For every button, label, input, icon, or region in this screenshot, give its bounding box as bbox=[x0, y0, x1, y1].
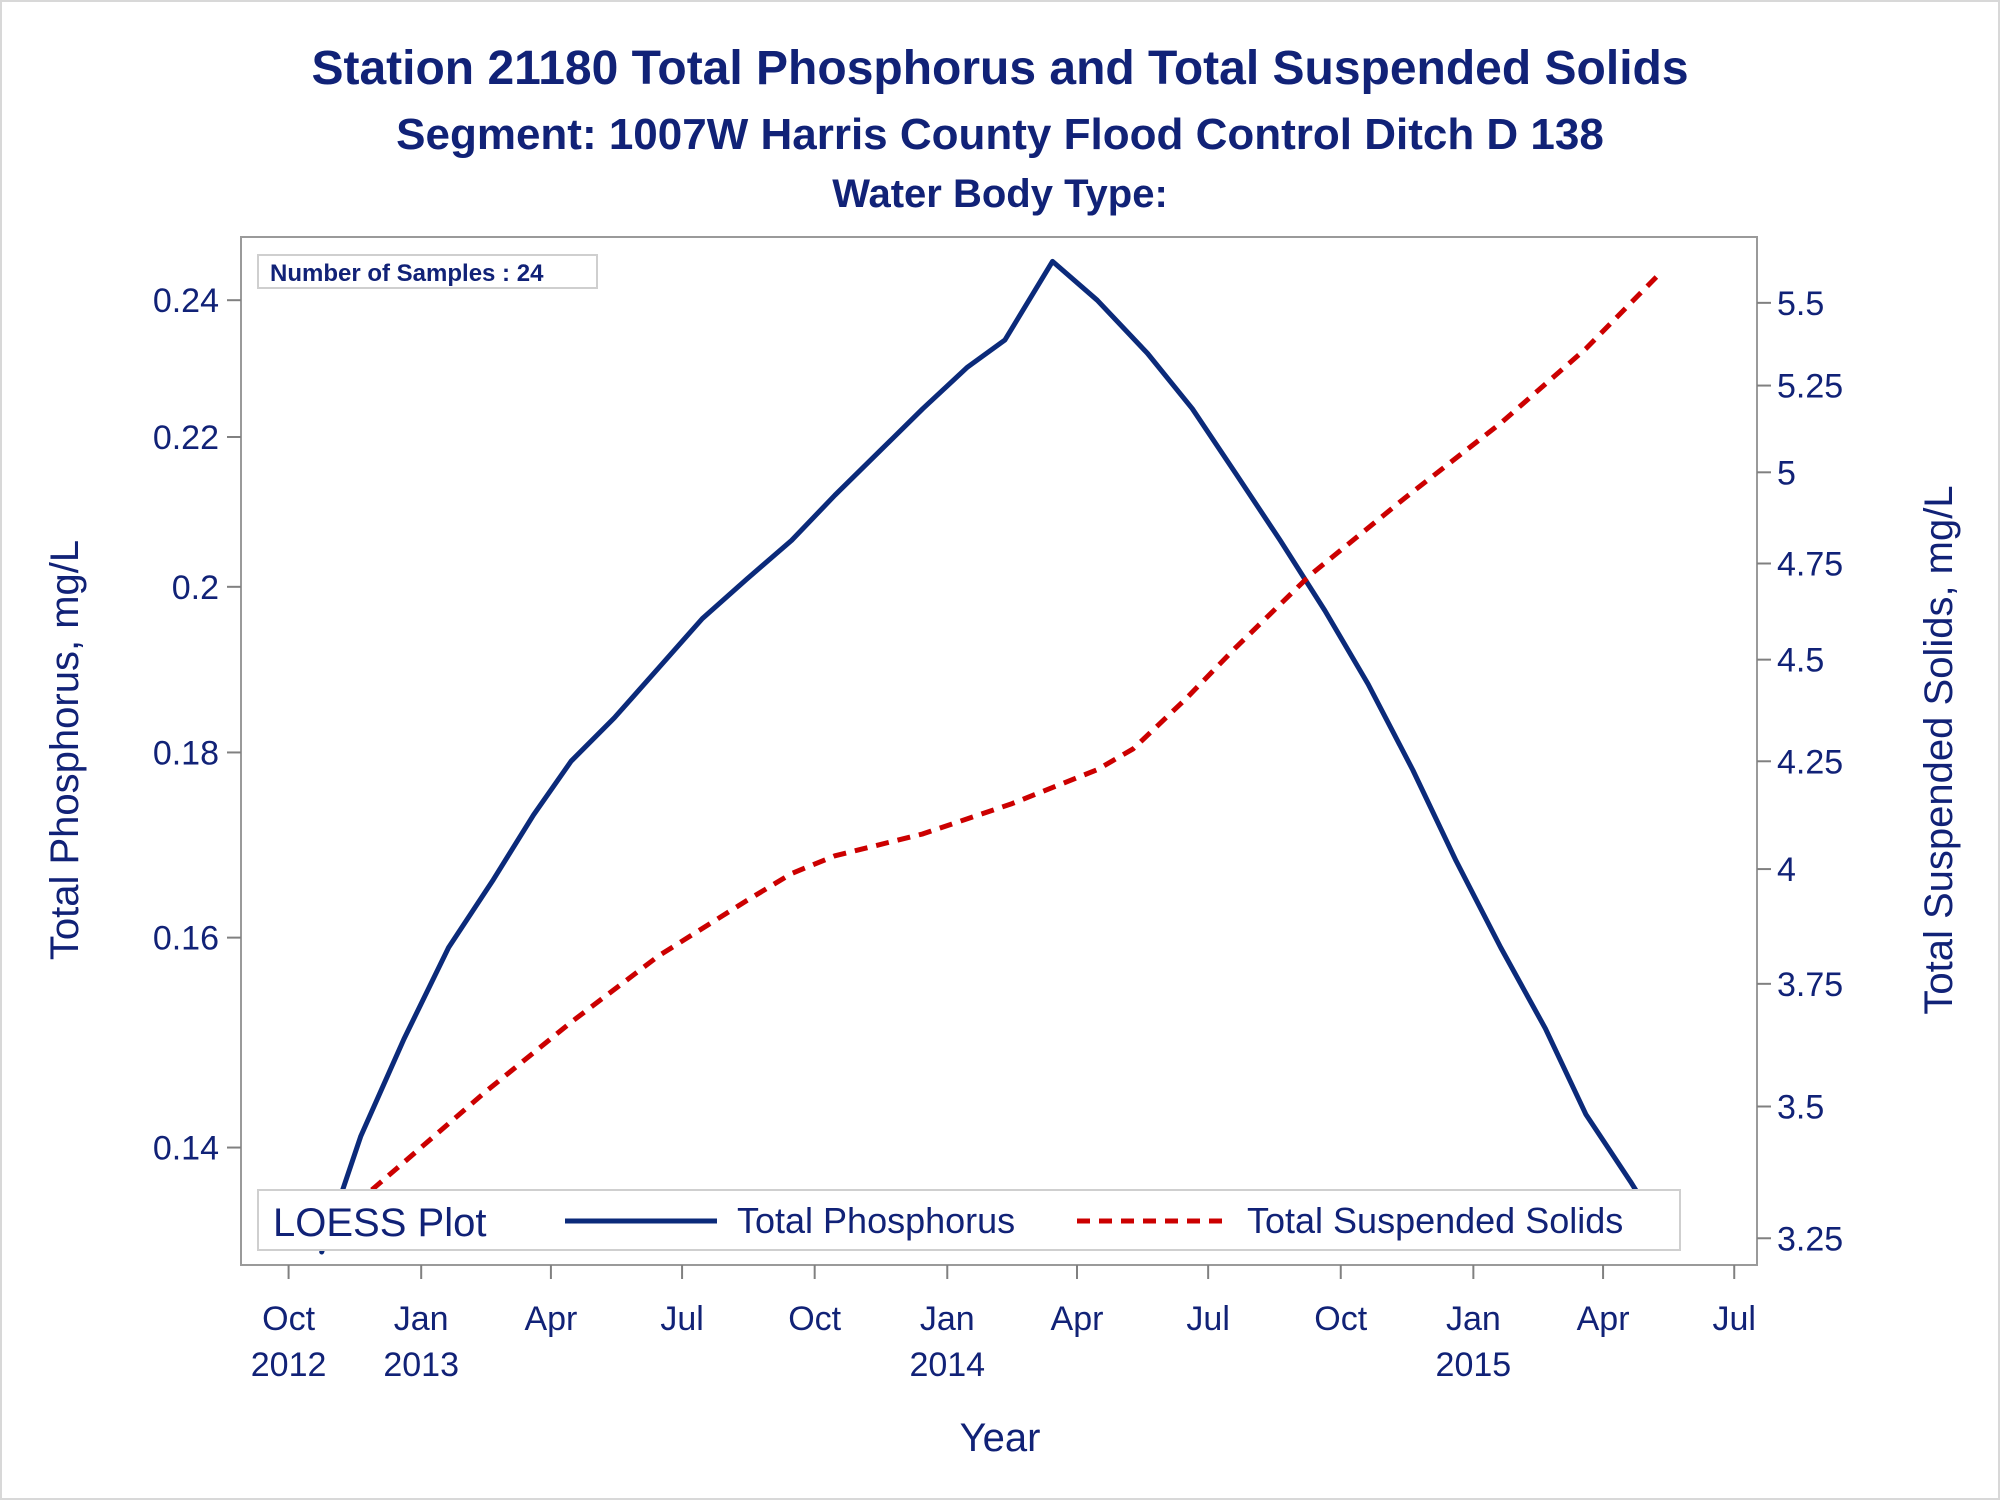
bottom-axis: Oct 2012 Jan 2013 Apr Jul Oct Jan 2014 Apr Jul Oct J… bbox=[251, 1265, 1756, 1384]
x-axis-tick-label: Apr bbox=[1051, 1300, 1104, 1338]
x-axis-tick-label: Jan bbox=[1446, 1300, 1501, 1338]
legend-label-total-suspended-solids: Total Suspended Solids bbox=[1247, 1200, 1623, 1241]
series-line-total-phosphorus bbox=[319, 258, 1662, 1255]
left-axis-label: Total Phosphorus, mg/L bbox=[43, 540, 87, 960]
right-axis-tick-label: 5 bbox=[1777, 454, 1796, 492]
legend: LOESS Plot Total Phosphorus Total Suspen… bbox=[257, 1189, 1681, 1251]
left-axis-tick-label: 0.24 bbox=[153, 282, 219, 320]
x-axis-tick-label: Jul bbox=[660, 1300, 703, 1338]
right-axis: 3.25 3.5 3.75 4 4.25 4.5 4.75 5 5.25 5.5 bbox=[1757, 285, 1843, 1258]
chart-subtitle: Segment: 1007W Harris County Flood Contr… bbox=[396, 110, 1604, 159]
sample-count-inset: Number of Samples : 24 bbox=[257, 254, 598, 289]
left-axis-tick-label: 0.16 bbox=[153, 920, 219, 958]
x-axis-tick-label: Jul bbox=[1186, 1300, 1229, 1338]
x-axis-tick-year-label: 2015 bbox=[1436, 1346, 1512, 1384]
x-axis-tick-label: Jul bbox=[1713, 1300, 1756, 1338]
left-axis-tick-label: 0.22 bbox=[153, 419, 219, 457]
right-axis-tick-label: 4 bbox=[1777, 851, 1796, 889]
x-axis-tick-label: Jan bbox=[394, 1300, 449, 1338]
x-axis-label: Year bbox=[960, 1416, 1041, 1460]
x-axis-tick-label: Jan bbox=[920, 1300, 975, 1338]
left-axis-tick-label: 0.14 bbox=[153, 1130, 219, 1168]
left-axis-tick-label: 0.2 bbox=[172, 569, 219, 607]
x-axis-tick-label: Oct bbox=[788, 1300, 841, 1338]
x-axis-tick-year-label: 2013 bbox=[383, 1346, 459, 1384]
right-axis-tick-label: 3.5 bbox=[1777, 1089, 1824, 1127]
x-axis-tick-label: Oct bbox=[1314, 1300, 1367, 1338]
right-axis-tick-label: 5.25 bbox=[1777, 368, 1843, 406]
right-axis-tick-label: 4.5 bbox=[1777, 642, 1824, 680]
right-axis-tick-label: 4.75 bbox=[1777, 546, 1843, 584]
right-axis-tick-label: 3.25 bbox=[1777, 1220, 1843, 1258]
legend-label-total-phosphorus: Total Phosphorus bbox=[737, 1200, 1015, 1241]
x-axis-tick-label: Apr bbox=[1577, 1300, 1630, 1338]
chart-subtitle-2: Water Body Type: bbox=[832, 172, 1168, 216]
right-axis-tick-label: 4.25 bbox=[1777, 743, 1843, 781]
x-axis-tick-year-label: 2012 bbox=[251, 1346, 327, 1384]
right-axis-tick-label: 5.5 bbox=[1777, 285, 1824, 323]
legend-title: LOESS Plot bbox=[273, 1201, 486, 1245]
right-axis-label: Total Suspended Solids, mg/L bbox=[1917, 485, 1961, 1014]
plot-area bbox=[240, 236, 1758, 1266]
sample-count-text: Number of Samples : 24 bbox=[270, 260, 544, 287]
left-axis-tick-label: 0.18 bbox=[153, 734, 219, 772]
series-line-total-suspended-solids bbox=[320, 272, 1662, 1235]
legend-box bbox=[257, 1189, 1681, 1251]
series-layer bbox=[319, 258, 1662, 1255]
left-axis: 0.14 0.16 0.18 0.2 0.22 0.24 bbox=[153, 282, 241, 1168]
right-axis-tick-label: 3.75 bbox=[1777, 966, 1843, 1004]
chart-title: Station 21180 Total Phosphorus and Total… bbox=[311, 42, 1688, 95]
x-axis-tick-year-label: 2014 bbox=[909, 1346, 985, 1384]
x-axis-tick-label: Oct bbox=[262, 1300, 315, 1338]
sample-count-box bbox=[257, 254, 598, 289]
x-axis-tick-label: Apr bbox=[524, 1300, 577, 1338]
